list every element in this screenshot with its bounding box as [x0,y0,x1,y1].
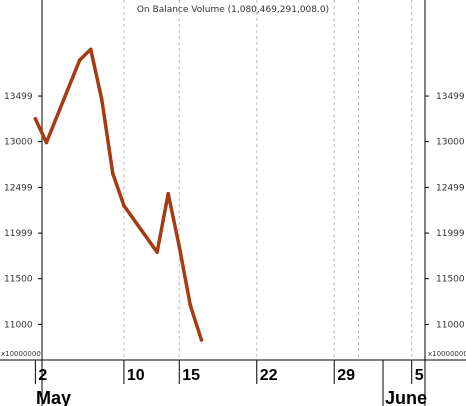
obv-point-3 [88,47,93,52]
obv-point-4 [99,97,104,102]
y-multiplier-left: x10000000 [1,350,41,358]
y-tick-label-right: 13000 [436,138,465,148]
vertical-gridlines [123,0,413,360]
obv-point-0 [33,116,38,121]
y-tick-label-left: 11500 [4,275,33,285]
chart-title: On Balance Volume (1,080,469,291,008.0) [137,5,329,15]
y-tick-label-left: 11000 [4,320,33,330]
obv-point-5 [111,171,115,176]
y-tick-label-right: 13499 [436,92,465,102]
x-axis-labels: 2 10 15 22 29 5 May June [34,360,427,406]
y-tick-label-left: 12499 [4,183,33,193]
y-tick-label-right: 11999 [436,229,465,239]
x-day-label-15: 15 [182,367,200,384]
y-tick-label-left: 13000 [4,138,33,148]
obv-line-series-0 [33,47,204,342]
y-ticks-right: 11000 11500 11999 12499 13000 13499 [425,92,465,330]
obv-point-9 [177,244,182,249]
y-tick-label-left: 11999 [4,229,33,239]
obv-point-8 [166,191,170,196]
x-day-label-2: 2 [38,367,47,384]
x-day-label-22: 22 [260,367,278,384]
obv-point-7 [155,250,159,254]
y-tick-label-right: 11000 [436,320,465,330]
obv-series [33,47,204,342]
x-day-label-29: 29 [337,367,355,384]
obv-point-6 [122,203,126,208]
x-month-label-june: June [385,388,427,406]
y-tick-label-right: 11500 [436,275,465,285]
obv-point-1 [44,140,49,145]
y-tick-label-right: 12499 [436,183,465,193]
obv-point-2 [77,58,82,63]
obv-point-11 [199,338,204,342]
y-tick-label-left: 13499 [4,92,33,102]
y-ticks-left: 11000 11500 11999 12499 13000 13499 [4,92,42,330]
x-day-label-10: 10 [127,367,145,384]
x-month-label-may: May [36,388,71,406]
x-day-label-5: 5 [415,367,424,384]
y-multiplier-right: x10000000 [428,350,466,358]
obv-point-10 [188,303,193,307]
